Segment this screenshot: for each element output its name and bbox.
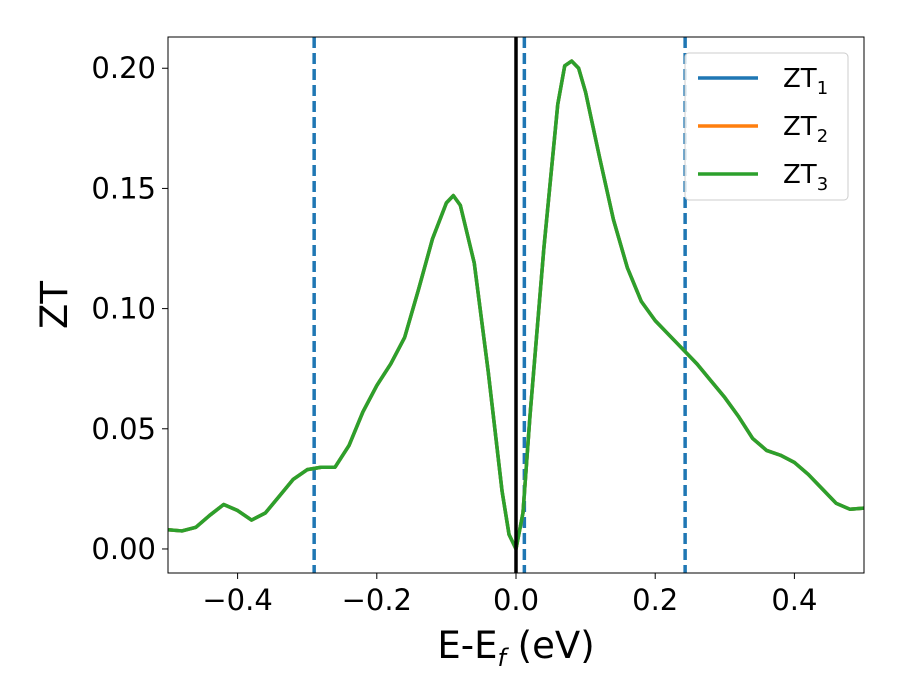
x-tick-label: −0.2 <box>342 583 412 617</box>
series-line-zt3 <box>168 59 864 551</box>
y-tick-label: 0.20 <box>91 51 156 85</box>
x-tick-label: 0.2 <box>632 583 678 617</box>
legend-box <box>684 52 849 201</box>
y-tick-label: 0.00 <box>91 532 156 566</box>
legend-label: ZT2 <box>783 112 828 147</box>
x-tick-label: −0.4 <box>202 583 272 617</box>
legend: ZT1 ZT2 ZT3 <box>684 52 849 201</box>
y-axis: 0.00 0.05 0.10 0.15 0.20 <box>91 51 168 566</box>
y-tick-label: 0.05 <box>91 412 156 446</box>
x-tick-label: 0.0 <box>493 583 539 617</box>
y-axis-label: ZT <box>33 281 76 329</box>
x-tick-label: 0.4 <box>771 583 817 617</box>
legend-label: ZT3 <box>783 160 828 195</box>
y-tick-label: 0.15 <box>91 171 156 205</box>
legend-label: ZT1 <box>783 64 828 99</box>
y-tick-label: 0.10 <box>91 292 156 326</box>
x-axis-label: E-Ef (eV) <box>437 624 594 672</box>
x-axis: −0.4 −0.2 0.0 0.2 0.4 <box>202 573 817 617</box>
